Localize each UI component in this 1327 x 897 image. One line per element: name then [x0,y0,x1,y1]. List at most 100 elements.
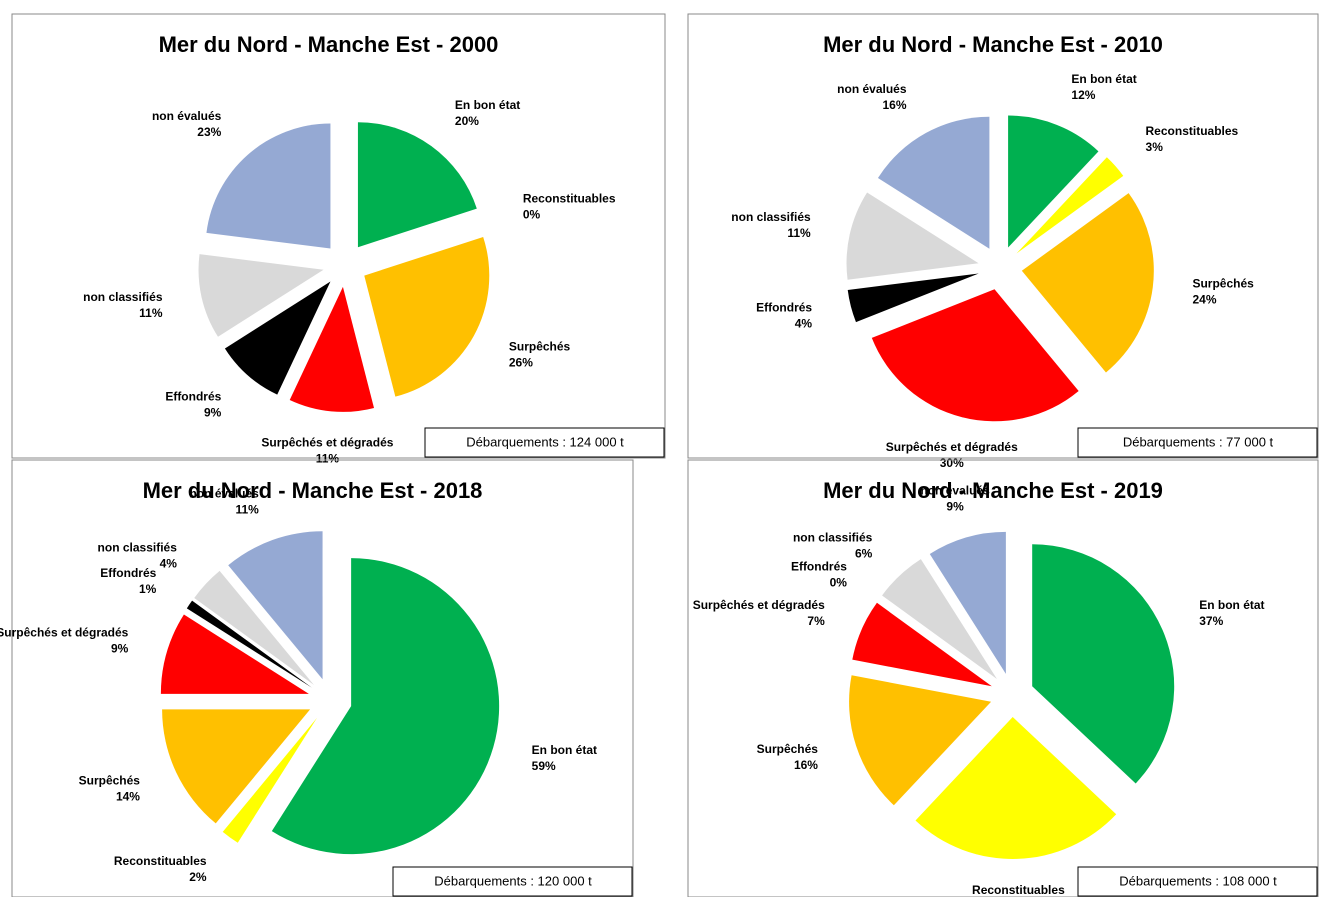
pie-slice [1016,157,1124,254]
chart-title: Mer du Nord - Manche Est - 2018 [143,478,483,503]
slice-value: 11% [139,306,163,320]
note-box [392,866,633,897]
note: Débarquements : 124 000 t [466,434,624,449]
pie-slice [186,600,312,688]
slice-value: 1% [139,582,157,596]
pie-slice [206,123,331,249]
pie-slice [228,531,323,680]
slice-value: 37% [1199,614,1223,628]
pie-slice [194,570,314,685]
pie-slice [852,602,992,687]
slice-value: 11% [236,503,260,517]
slice-label: Reconstituables [972,883,1065,897]
slice-label: non évalués [837,82,907,96]
slice-value: 4% [160,556,178,570]
pie-slice [871,289,1079,422]
slice-label: Surpêchés [79,774,141,788]
slice-label: Surpêchés et dégradés [693,598,825,612]
slice-label: Effondrés [756,300,812,314]
slice-label: non classifiés [731,210,811,224]
slice-value: 0% [830,575,848,589]
slice-label: En bon état [455,98,520,112]
slice-label: Surpêchés [509,339,571,353]
slice-value: 9% [946,499,964,513]
slice-value: 14% [116,790,140,804]
slice-label: Surpêchés et dégradés [261,435,393,449]
slice-label: non évalués [190,487,260,501]
pie-slice [198,254,324,337]
note-box [1077,427,1318,458]
note-box [424,427,665,458]
pie-slice [849,675,992,806]
panel-frame [687,13,1319,459]
pie-slice [357,122,477,248]
pie-slice [364,236,490,397]
slice-value: 4% [795,316,813,330]
slice-label: Reconstituables [523,191,616,205]
panel-frame [11,459,634,897]
pie-slice [160,614,309,694]
slice-value: 20% [455,114,479,128]
note-box [1077,866,1318,897]
slice-value: 0% [523,207,541,221]
slice-label: non évalués [152,109,222,123]
pie-slice [271,558,500,855]
slice-label: Effondrés [165,389,221,403]
slice-value: 30% [940,456,964,470]
pie-slice [1032,544,1175,784]
slice-value: 26% [509,355,533,369]
slice-label: Reconstituables [1146,124,1239,138]
slice-label: Surpêchés [1192,276,1254,290]
slice-label: non classifiés [83,290,163,304]
slice-value: 16% [883,98,907,112]
slice-label: En bon état [532,743,597,757]
slice-label: Surpêchés et dégradés [0,626,129,640]
slice-value: 12% [1071,88,1095,102]
slice-label: En bon état [1199,598,1264,612]
pie-slice [929,531,1006,674]
pie-slice [222,717,318,843]
chart-title: Mer du Nord - Manche Est - 2010 [823,32,1163,57]
slice-value: 9% [111,642,129,656]
slice-label: En bon état [1071,72,1136,86]
chart-title: Mer du Nord - Manche Est - 2000 [159,32,499,57]
pie-slice [847,273,979,323]
pie-slice [877,116,990,249]
pie-slice [289,286,375,412]
panel-frame [687,459,1319,897]
slice-label: Surpêchés et dégradés [886,440,1018,454]
slice-value: 16% [794,758,818,772]
pie-slice [846,192,979,280]
slice-label: non évalués [920,483,990,497]
panel-frame [11,13,666,459]
chart-title: Mer du Nord - Manche Est - 2019 [823,478,1163,503]
slice-label: Reconstituables [114,854,207,868]
slice-label: Effondrés [100,566,156,580]
slice-value: 9% [204,405,222,419]
slice-label: Effondrés [791,559,847,573]
note: Débarquements : 108 000 t [1119,873,1277,888]
slice-label: non classifiés [98,540,178,554]
note: Débarquements : 77 000 t [1123,434,1274,449]
slice-value: 2% [189,870,207,884]
pie-slice [915,716,1117,859]
pie-slice [365,219,485,259]
slice-value: 11% [316,451,340,465]
slice-value: 7% [807,614,825,628]
pie-slice [224,281,331,395]
slice-value: 3% [1146,140,1164,154]
pie-slice [1008,115,1099,248]
slice-value: 59% [532,759,556,773]
slice-value: 11% [787,226,811,240]
slice-label: non classifiés [793,530,873,544]
slice-value: 6% [855,546,873,560]
pie-slice [1021,193,1154,373]
slice-value: 24% [1192,292,1216,306]
pie-slice [162,709,311,824]
note: Débarquements : 120 000 t [434,873,592,888]
slice-value: 23% [197,125,221,139]
slice-label: Surpêchés [757,742,819,756]
pie-slice [882,559,997,679]
